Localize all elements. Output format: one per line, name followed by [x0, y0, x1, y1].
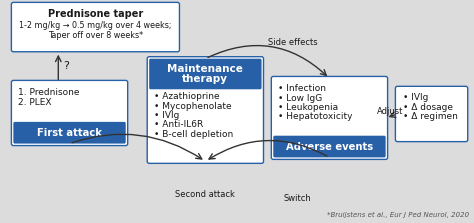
- FancyBboxPatch shape: [395, 86, 468, 142]
- Text: Side effects: Side effects: [268, 38, 318, 47]
- Text: 1-2 mg/kg → 0.5 mg/kg over 4 weeks;: 1-2 mg/kg → 0.5 mg/kg over 4 weeks;: [19, 21, 172, 30]
- FancyBboxPatch shape: [273, 136, 386, 157]
- Text: Adverse events: Adverse events: [286, 142, 373, 152]
- FancyBboxPatch shape: [271, 76, 388, 159]
- Text: First attack: First attack: [37, 128, 102, 138]
- FancyBboxPatch shape: [147, 57, 264, 163]
- Text: Switch: Switch: [284, 194, 311, 203]
- FancyBboxPatch shape: [13, 122, 126, 144]
- Text: • Δ regimen: • Δ regimen: [403, 112, 458, 121]
- Text: ?: ?: [63, 61, 69, 71]
- Text: • Azathioprine: • Azathioprine: [154, 92, 219, 101]
- FancyBboxPatch shape: [149, 59, 262, 89]
- Text: • Δ dosage: • Δ dosage: [403, 103, 453, 112]
- Text: • Infection: • Infection: [278, 84, 326, 93]
- Text: Adjust: Adjust: [377, 107, 404, 116]
- Text: • IVIg: • IVIg: [154, 111, 180, 120]
- Text: Maintenance
therapy: Maintenance therapy: [167, 64, 243, 84]
- Text: 1. Prednisone: 1. Prednisone: [18, 88, 80, 97]
- FancyBboxPatch shape: [11, 2, 180, 52]
- Text: • Hepatotoxicity: • Hepatotoxicity: [278, 112, 353, 122]
- Text: 2. PLEX: 2. PLEX: [18, 98, 52, 107]
- Text: • Low IgG: • Low IgG: [278, 94, 322, 103]
- Text: • B-cell depletion: • B-cell depletion: [154, 130, 233, 139]
- Text: Taper off over 8 weeks*: Taper off over 8 weeks*: [48, 31, 143, 39]
- Text: Second attack: Second attack: [175, 190, 235, 199]
- Text: Prednisone taper: Prednisone taper: [48, 9, 143, 19]
- Text: • Anti-IL6R: • Anti-IL6R: [154, 120, 203, 129]
- Text: • Mycophenolate: • Mycophenolate: [154, 102, 232, 111]
- FancyBboxPatch shape: [11, 81, 128, 146]
- Text: • IVIg: • IVIg: [403, 93, 428, 102]
- Text: *Bruijstens et al., Eur J Ped Neurol, 2020: *Bruijstens et al., Eur J Ped Neurol, 20…: [327, 212, 469, 218]
- Text: • Leukopenia: • Leukopenia: [278, 103, 338, 112]
